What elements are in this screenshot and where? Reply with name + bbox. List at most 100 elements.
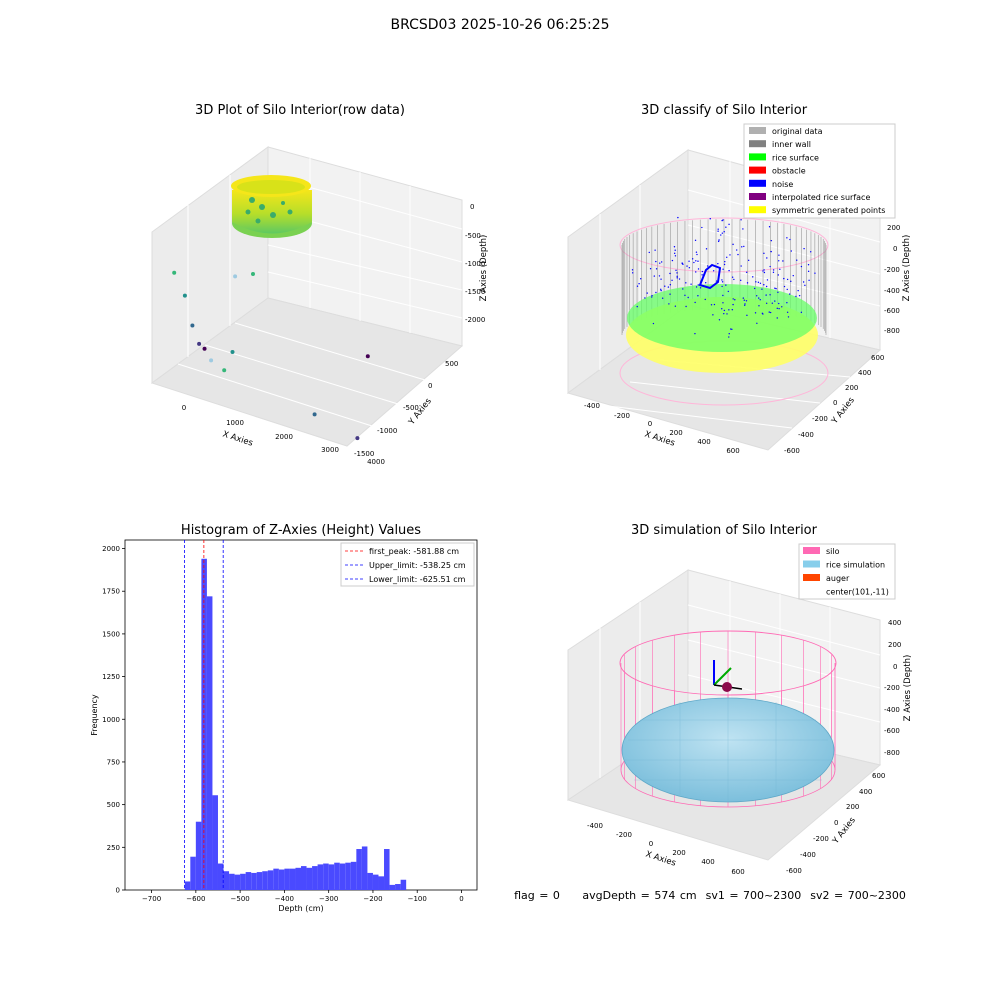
noise-point xyxy=(667,286,670,288)
noise-point xyxy=(652,322,655,325)
outlier-point xyxy=(233,274,238,279)
tick: -400 xyxy=(587,822,603,830)
noise-point xyxy=(688,260,690,262)
noise-point xyxy=(798,294,801,297)
hist-vlines xyxy=(184,540,224,890)
noise-point xyxy=(800,265,803,268)
histogram-bar xyxy=(317,864,324,890)
noise-point xyxy=(763,269,765,271)
legend-box xyxy=(340,542,475,587)
legend-label: obstacle xyxy=(772,167,806,176)
legend-swatch xyxy=(803,547,820,554)
hist-legend-items: first_peak: -581.88 cm Upper_limit: -538.… xyxy=(345,547,466,584)
tick: 0 xyxy=(428,382,432,390)
noise-point xyxy=(735,249,738,251)
histogram-bar xyxy=(267,870,274,890)
histogram-bar xyxy=(323,863,329,890)
raw-x-label: X Axies xyxy=(221,429,254,448)
legend-swatch xyxy=(749,193,766,200)
tick: 0 xyxy=(182,404,186,412)
tick: -500 xyxy=(465,232,481,240)
noise-point xyxy=(701,226,703,229)
noise-point xyxy=(774,300,776,302)
noise-point xyxy=(697,295,699,297)
noise-point xyxy=(769,311,772,314)
noise-point xyxy=(687,296,689,299)
noise-point xyxy=(740,219,742,221)
noise-point xyxy=(796,259,798,261)
noise-point xyxy=(732,243,734,246)
tick-label: 1000 xyxy=(102,716,120,724)
tick-label: −200 xyxy=(363,895,382,903)
histogram-bar xyxy=(251,872,257,890)
legend-label: Upper_limit: -538.25 cm xyxy=(369,561,466,570)
plot-area xyxy=(124,539,478,891)
noise-point xyxy=(740,279,742,282)
noise-point xyxy=(766,279,769,281)
noise-point xyxy=(712,270,715,272)
noise-point xyxy=(746,282,749,284)
tick: -200 xyxy=(884,684,900,692)
noise-point xyxy=(671,259,674,262)
histogram-bar xyxy=(262,871,268,890)
noise-point xyxy=(722,219,724,221)
legend-swatch xyxy=(749,179,766,187)
hist-x-label: Depth (cm) xyxy=(278,904,323,913)
tick: 400 xyxy=(701,858,714,866)
tick: 3000 xyxy=(321,446,339,454)
panel-title-raw: 3D Plot of Silo Interior(row data) xyxy=(195,103,405,118)
tick: 600 xyxy=(871,354,884,362)
histogram-bar xyxy=(367,872,373,890)
status-footer: flag = 0 avgDepth = 574 cm sv1 = 700~230… xyxy=(514,889,906,902)
tick: -200 xyxy=(614,412,630,420)
noise-point xyxy=(790,250,793,252)
noise-point xyxy=(694,332,696,335)
hist-x-ticks: −700 −600 −500 −400 −300 −200 −100 0 xyxy=(142,890,464,903)
noise-point xyxy=(790,280,792,283)
tick: -800 xyxy=(884,327,900,335)
raw-x-ticks: 0 1000 2000 3000 4000 xyxy=(182,404,385,466)
histogram-bar xyxy=(306,867,313,890)
noise-point xyxy=(677,216,679,219)
noise-point xyxy=(778,307,780,310)
noise-point xyxy=(651,296,653,298)
noise-point xyxy=(761,312,764,315)
noise-point xyxy=(803,247,805,250)
noise-point xyxy=(731,276,734,278)
noise-point xyxy=(737,253,739,256)
noise-point xyxy=(674,249,676,251)
noise-point xyxy=(733,278,735,281)
noise-point xyxy=(669,284,672,286)
noise-point xyxy=(763,284,765,286)
noise-point xyxy=(807,270,810,273)
noise-point xyxy=(743,245,745,248)
noise-point xyxy=(744,303,746,305)
tick: -400 xyxy=(884,706,900,714)
tick-label: 0 xyxy=(116,887,120,895)
noise-point xyxy=(644,297,646,299)
raw-top-inner xyxy=(237,180,305,194)
noise-point xyxy=(789,238,791,241)
tick: -200 xyxy=(813,835,829,843)
noise-point xyxy=(756,322,758,325)
noise-point xyxy=(732,303,734,306)
histogram-bar xyxy=(389,884,396,890)
noise-point xyxy=(669,272,671,275)
histogram-bar xyxy=(350,861,357,890)
tick: 600 xyxy=(872,772,885,780)
noise-point xyxy=(695,286,698,288)
noise-point xyxy=(638,283,640,285)
noise-point xyxy=(745,300,748,302)
noise-point xyxy=(728,332,730,335)
noise-point xyxy=(660,261,663,263)
tick: 0 xyxy=(893,245,897,253)
tick-label: −400 xyxy=(275,895,294,903)
noise-point xyxy=(753,287,756,290)
tick: -400 xyxy=(798,431,814,439)
histogram-bar xyxy=(295,867,301,890)
noise-point xyxy=(676,277,678,279)
noise-point xyxy=(759,282,762,285)
histogram-bar xyxy=(384,849,390,890)
legend-label: rice simulation xyxy=(826,561,885,570)
noise-point xyxy=(722,294,724,297)
